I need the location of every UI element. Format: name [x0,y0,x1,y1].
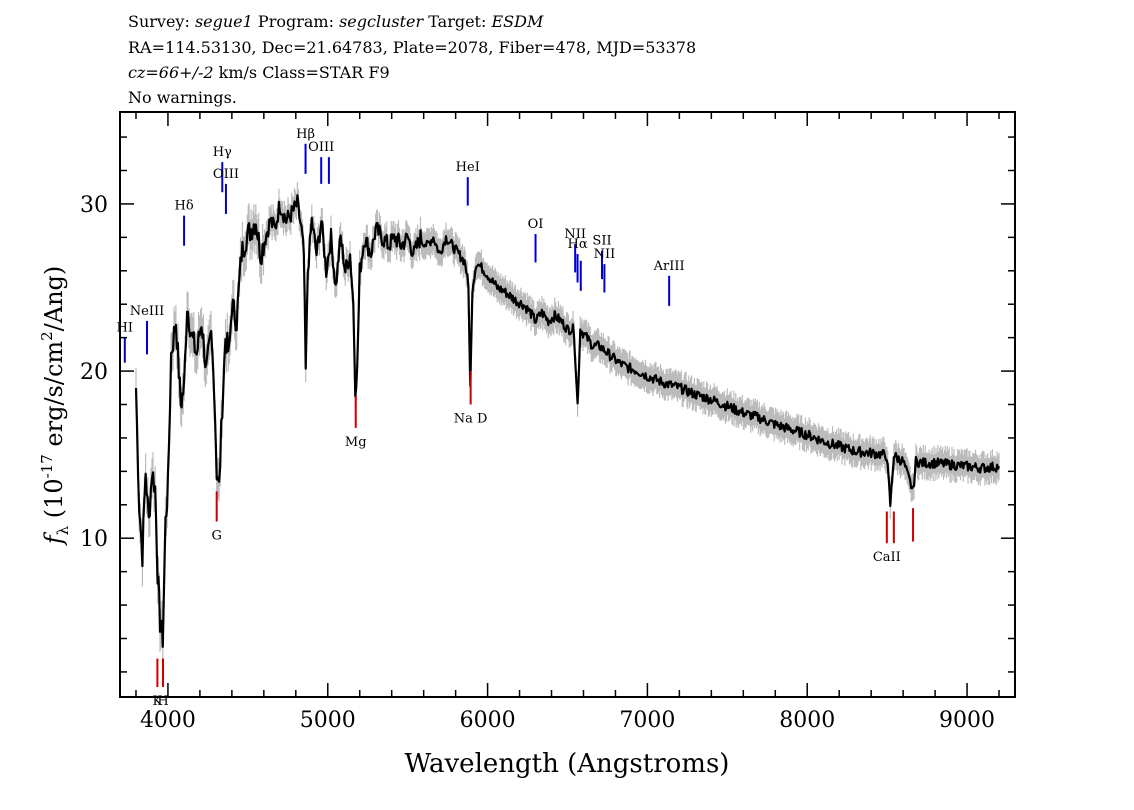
header-line-1: Survey: segue1 Program: segcluster Targe… [128,12,543,31]
svg-text:fλ (10-17 erg/s/cm2/Ang): fλ (10-17 erg/s/cm2/Ang) [38,266,72,547]
emission-line-label: Hγ [213,145,232,160]
plot-frame [119,111,1016,698]
axes: 4000 5000 6000 7000 8000 9000 10 20 30 [80,112,1015,733]
program-value: segcluster [339,12,424,31]
y-tick-label: 10 [80,527,108,552]
absorption-line-label: CaII [873,550,901,565]
survey-label: Survey: [128,12,190,31]
error-band [135,182,1000,667]
absorption-line-label: G [211,529,221,544]
y-axis-label: fλ (10-17 erg/s/cm2/Ang) [38,266,72,547]
emission-line-label: OIII [308,140,334,155]
emission-line-label: HeI [456,160,480,175]
emission-line-label: NeIII [130,304,164,319]
flux-line [134,194,1001,648]
y-tick-label: 30 [80,193,108,218]
absorption-line-label: Na D [454,412,488,427]
flux-series [134,194,1001,648]
target-label: Target: [428,12,487,31]
emission-line-label: ArIII [653,259,685,274]
redshift-value: cz=66+/-2 [128,63,214,82]
absorption-line-label: H [157,694,168,709]
x-tick-label: 8000 [779,708,835,733]
x-tick-label: 7000 [619,708,675,733]
target-value: ESDM [491,12,544,31]
x-tick-label: 4000 [140,708,196,733]
emission-line-label: Hδ [175,199,194,214]
x-tick-label: 6000 [460,708,516,733]
emission-line-label: NII [564,227,586,242]
emission-line-label: NII [594,247,616,262]
x-tick-label: 9000 [939,708,995,733]
x-tick-label: 5000 [300,708,356,733]
y-tick-label: 20 [80,360,108,385]
program-label: Program: [257,12,334,31]
absorption-line-label: Mg [345,435,367,450]
emission-line-label: Hβ [296,127,315,142]
emission-line-label: OI [528,217,544,232]
header-line-2: RA=114.53130, Dec=21.64783, Plate=2078, … [128,38,697,57]
absorption-line-label: K [153,694,163,709]
emission-line-label: Hα [568,237,588,252]
header-line-4: No warnings. [128,88,237,107]
class-value: km/s Class=STAR F9 [213,63,390,82]
emission-line-label: SII [592,234,611,249]
x-axis-label: Wavelength (Angstroms) [405,749,730,779]
survey-value: segue1 [194,12,253,31]
emission-line-label: OIII [213,167,239,182]
error-band-path [135,182,1000,667]
header-line-3: cz=66+/-2 km/s Class=STAR F9 [128,63,390,82]
